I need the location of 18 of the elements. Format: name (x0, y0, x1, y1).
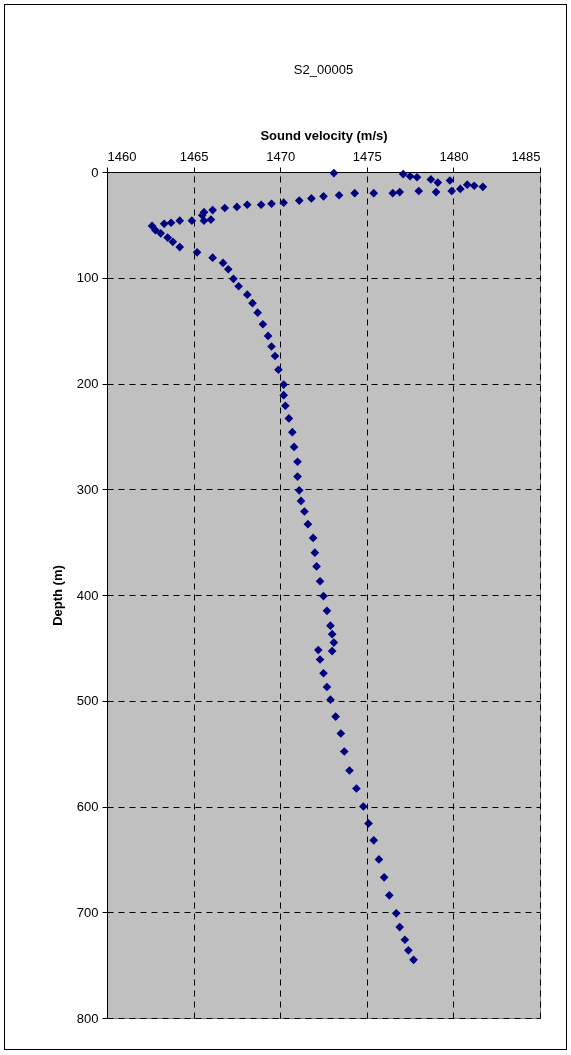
y-tick-label: 200 (76, 376, 99, 391)
x-axis-title: Sound velocity (m/s) (260, 127, 388, 143)
y-tick-label: 300 (76, 481, 99, 497)
x-tick-label: 1465 (179, 148, 209, 164)
y-tick-label: 500 (76, 693, 99, 709)
y-tick-label: 0 (91, 164, 99, 180)
y-tick-label: 800 (76, 1010, 99, 1026)
y-tick-label: 700 (76, 904, 99, 920)
x-tick-label: 1485 (511, 148, 541, 164)
x-tick-label: 1480 (439, 148, 469, 164)
chart-title: S2_00005 (293, 62, 354, 77)
x-tick-label: 1475 (352, 148, 382, 164)
y-tick-label: 400 (76, 587, 99, 603)
y-axis-title: Depth (m) (49, 565, 65, 626)
x-tick-label: 1460 (107, 148, 137, 164)
y-tick-label: 100 (76, 270, 99, 286)
y-tick-label: 600 (76, 799, 99, 814)
x-tick-label: 1470 (266, 148, 296, 164)
